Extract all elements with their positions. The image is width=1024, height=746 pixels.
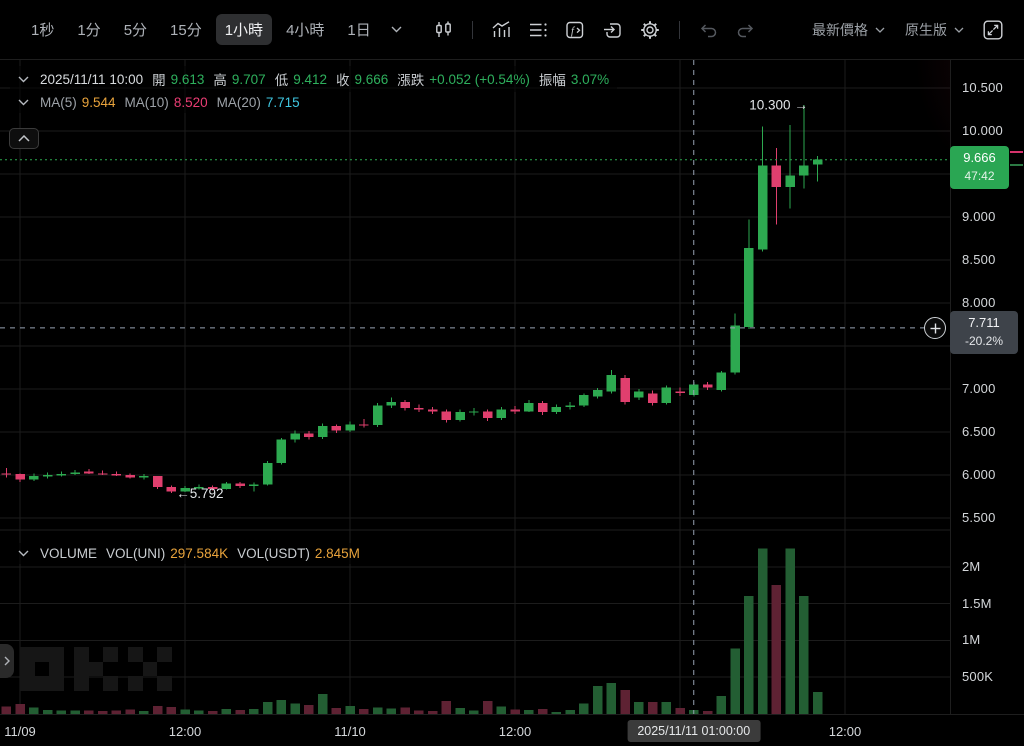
- price-tick-label: 6.500: [962, 424, 996, 439]
- time-tick-label: 11/09: [4, 724, 36, 739]
- candle-countdown: 47:42: [964, 168, 995, 183]
- ma-collapse-chevron-icon[interactable]: [18, 99, 29, 106]
- ohlc-label: 收: [336, 73, 350, 88]
- vol-label: VOL(UNI): [106, 546, 166, 561]
- version-dropdown[interactable]: 原生版: [897, 16, 972, 44]
- save-template-icon[interactable]: [596, 16, 629, 44]
- vol-label: VOL(USDT): [237, 546, 310, 561]
- candle-datetime: 2025/11/11 10:00: [40, 71, 144, 87]
- volume-tick-label: 500K: [962, 669, 994, 685]
- time-tick-label: 11/10: [334, 724, 366, 739]
- price-tick-label: 10.500: [962, 80, 1003, 95]
- plus-icon: [930, 323, 940, 333]
- undo-icon[interactable]: [692, 17, 725, 43]
- chevron-down-icon: [875, 27, 885, 33]
- price-tick-label: 8.500: [962, 252, 996, 267]
- timeframe-button-1秒[interactable]: 1秒: [31, 22, 55, 39]
- ma-label: MA(20): [216, 95, 261, 110]
- chart-toolbar: 1秒 1分 5分 15分 1小時 4小時 1日: [0, 0, 1024, 60]
- ma-label: MA(10): [124, 95, 169, 110]
- price-tick-label: 10.000: [962, 123, 1003, 138]
- collapse-legend-button[interactable]: [9, 128, 39, 149]
- price-tick-label: 9.000: [962, 209, 996, 224]
- timeframe-dropdown-chevron-icon[interactable]: [384, 21, 409, 38]
- formula-icon[interactable]: f: [559, 16, 592, 44]
- time-tick-label: 12:00: [828, 724, 862, 739]
- time-tick-label: 12:00: [498, 724, 532, 739]
- toolbar-divider: [471, 20, 473, 39]
- bid-price-tick: [1010, 164, 1023, 166]
- timeframe-button-1日[interactable]: 1日: [347, 22, 371, 39]
- crosshair-price-pct: -20.2%: [964, 333, 1004, 348]
- low-price-annotation: ←5.792: [176, 486, 223, 501]
- ma-value: 8.520: [173, 95, 208, 110]
- ask-price-tick: [1010, 150, 1023, 153]
- ma-legend: MA(5) 9.544 MA(10) 8.520 MA(20) 7.715: [10, 92, 308, 113]
- fullscreen-icon[interactable]: [976, 15, 1010, 45]
- timeframe-button-1分[interactable]: 1分: [77, 22, 101, 39]
- timeframe-button-1小時[interactable]: 1小時: [215, 14, 273, 45]
- chart-area: 10.300 → ←5.792: [0, 60, 950, 714]
- toolbar-divider: [678, 20, 680, 39]
- timeframe-button-5分[interactable]: 5分: [123, 22, 148, 39]
- crosshair-price-badge: 7.711 -20.2%: [950, 311, 1018, 355]
- timeframe-button-4小時[interactable]: 4小時: [286, 22, 325, 39]
- time-tick-label: 12:00: [168, 724, 202, 739]
- settings-gear-icon[interactable]: [633, 15, 667, 45]
- ohlc-label: 高: [213, 73, 227, 88]
- vol-value: 2.845M: [314, 546, 360, 561]
- price-tick-label: 8.000: [962, 295, 996, 310]
- sidebar-expand-handle[interactable]: [0, 644, 14, 678]
- chevron-right-icon: [4, 656, 10, 666]
- vol-value: 297.584K: [170, 546, 229, 561]
- indicators-icon[interactable]: [485, 16, 518, 43]
- latest-price-dropdown[interactable]: 最新價格: [804, 16, 893, 44]
- current-price-value: 9.666: [963, 150, 996, 165]
- version-label: 原生版: [905, 21, 947, 38]
- latest-price-label: 最新價格: [812, 21, 868, 38]
- ohlc-legend: 2025/11/11 10:00 開 9.613 高 9.707 低 9.412 收 9.66…: [10, 66, 618, 92]
- crosshair-time-badge: 2025/11/11 01:00:00: [627, 720, 761, 742]
- volume-collapse-chevron-icon[interactable]: [18, 550, 29, 557]
- crosshair-add-order-button[interactable]: [924, 317, 946, 339]
- timeframe-button-15分[interactable]: 15分: [170, 22, 202, 39]
- ohlc-label: 漲跌: [397, 73, 425, 88]
- current-price-badge: 9.666 47:42: [950, 146, 1009, 190]
- price-tick-label: 6.000: [962, 467, 996, 482]
- volume-title: VOLUME: [40, 546, 98, 561]
- timeframe-group: 1秒 1分 5分 15分 1小時 4小時 1日: [22, 14, 380, 45]
- price-tick-label: 5.500: [962, 510, 996, 525]
- indicator-list-icon[interactable]: [522, 17, 555, 43]
- chevron-up-icon: [18, 135, 30, 142]
- ohlc-value: 9.666: [354, 71, 389, 87]
- volume-tick-label: 1M: [962, 632, 981, 648]
- candle-style-icon[interactable]: [427, 16, 460, 44]
- ohlc-value: 3.07%: [570, 71, 610, 87]
- time-axis[interactable]: 2025/11/11 01:00:00 11/09 12:00 11/10 12:00…: [0, 714, 1024, 746]
- ohlc-label: 低: [274, 73, 289, 88]
- ohlc-label: 振幅: [538, 73, 566, 88]
- ohlc-value: +0.052 (+0.54%): [429, 71, 530, 87]
- ma-value: 7.715: [265, 95, 300, 110]
- redo-icon[interactable]: [729, 17, 762, 43]
- legend-collapse-chevron-icon[interactable]: [18, 76, 29, 83]
- chevron-down-icon: [954, 27, 964, 33]
- volume-tick-label: 2M: [962, 558, 981, 574]
- candlestick-chart[interactable]: 10.300 → ←5.792: [0, 60, 950, 714]
- svg-text:f: f: [571, 26, 576, 37]
- price-tick-label: 7.000: [962, 381, 996, 396]
- volume-tick-label: 1.5M: [962, 595, 992, 611]
- ma-label: MA(5): [40, 95, 77, 110]
- ohlc-label: 開: [152, 73, 166, 88]
- ohlc-value: 9.613: [170, 71, 205, 87]
- ohlc-value: 9.707: [231, 71, 266, 87]
- volume-legend: VOLUME VOL(UNI) 297.584K VOL(USDT) 2.845M: [10, 543, 368, 564]
- ma-value: 9.544: [81, 95, 116, 110]
- high-price-annotation: 10.300 →: [749, 98, 808, 113]
- ohlc-value: 9.412: [293, 71, 327, 87]
- crosshair-price-value: 7.711: [968, 315, 1000, 330]
